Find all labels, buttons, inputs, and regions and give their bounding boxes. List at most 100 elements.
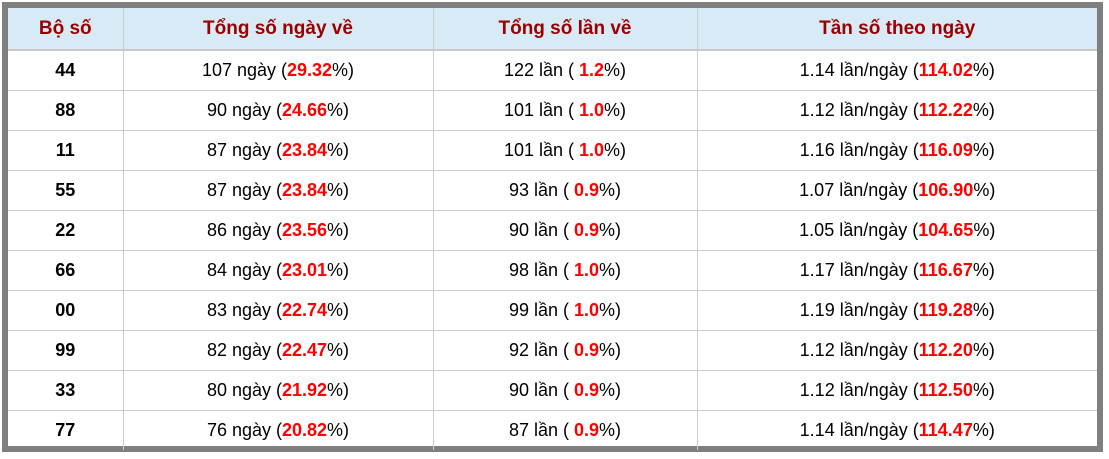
times-cell: 87 lần ( 0.9%) bbox=[433, 410, 698, 450]
freq-percent: 114.47 bbox=[918, 420, 973, 440]
freq-cell: 1.16 lần/ngày (116.09%) bbox=[697, 130, 1097, 171]
days-cell: 87 ngày (23.84%) bbox=[123, 170, 434, 211]
days-text: 80 ngày ( bbox=[206, 380, 282, 400]
freq-cell: 1.12 lần/ngày (112.20%) bbox=[697, 330, 1097, 371]
times-suffix: %) bbox=[604, 100, 627, 120]
days-text: 86 ngày ( bbox=[206, 220, 282, 240]
times-cell: 99 lần ( 1.0%) bbox=[433, 290, 698, 331]
table-row: 88 90 ngày (24.66%) 101 lần ( 1.0%) 1.12… bbox=[8, 90, 1097, 131]
table-row: 66 84 ngày (23.01%) 98 lần ( 1.0%) 1.17 … bbox=[8, 250, 1097, 291]
times-suffix: %) bbox=[599, 420, 622, 440]
times-cell: 98 lần ( 1.0%) bbox=[433, 250, 698, 291]
freq-text: 1.12 lần/ngày ( bbox=[799, 380, 919, 400]
days-text: 76 ngày ( bbox=[206, 420, 282, 440]
days-percent: 23.84 bbox=[282, 180, 328, 200]
times-cell: 92 lần ( 0.9%) bbox=[433, 330, 698, 371]
pair-value: 99 bbox=[55, 340, 76, 360]
freq-text: 1.12 lần/ngày ( bbox=[799, 340, 919, 360]
freq-cell: 1.12 lần/ngày (112.22%) bbox=[697, 90, 1097, 131]
freq-cell: 1.05 lần/ngày (104.65%) bbox=[697, 210, 1097, 251]
days-suffix: %) bbox=[327, 340, 350, 360]
table-row: 33 80 ngày (21.92%) 90 lần ( 0.9%) 1.12 … bbox=[8, 370, 1097, 411]
freq-suffix: %) bbox=[972, 260, 995, 280]
freq-cell: 1.19 lần/ngày (119.28%) bbox=[697, 290, 1097, 331]
pair-value: 88 bbox=[55, 100, 76, 120]
freq-percent: 112.20 bbox=[918, 340, 973, 360]
header-pair: Bộ số bbox=[8, 8, 124, 51]
days-text: 83 ngày ( bbox=[206, 300, 282, 320]
freq-cell: 1.14 lần/ngày (114.47%) bbox=[697, 411, 1097, 451]
days-cell: 80 ngày (21.92%) bbox=[123, 370, 434, 411]
pair-cell: 66 bbox=[8, 250, 124, 291]
times-suffix: %) bbox=[599, 300, 622, 320]
times-cell: 122 lần ( 1.2%) bbox=[433, 50, 698, 91]
table-body: 44 107 ngày (29.32%) 122 lần ( 1.2%) 1.1… bbox=[8, 50, 1097, 450]
freq-text: 1.12 lần/ngày ( bbox=[799, 100, 919, 120]
header-total-days: Tổng số ngày về bbox=[123, 8, 434, 51]
times-text: 101 lần ( bbox=[503, 140, 580, 160]
times-cell: 93 lần ( 0.9%) bbox=[433, 170, 698, 211]
freq-suffix: %) bbox=[972, 340, 995, 360]
freq-text: 1.17 lần/ngày ( bbox=[799, 260, 919, 280]
freq-text: 1.07 lần/ngày ( bbox=[799, 180, 919, 200]
stats-table-frame: Bộ số Tổng số ngày về Tổng số lần về Tần… bbox=[2, 2, 1103, 452]
days-suffix: %) bbox=[327, 220, 350, 240]
table-row: 11 87 ngày (23.84%) 101 lần ( 1.0%) 1.16… bbox=[8, 130, 1097, 171]
days-cell: 90 ngày (24.66%) bbox=[123, 90, 434, 131]
table-row: 55 87 ngày (23.84%) 93 lần ( 0.9%) 1.07 … bbox=[8, 170, 1097, 211]
times-text: 101 lần ( bbox=[503, 100, 580, 120]
times-cell: 101 lần ( 1.0%) bbox=[433, 90, 698, 131]
header-total-times: Tổng số lần về bbox=[433, 8, 698, 51]
header-frequency: Tần số theo ngày bbox=[697, 8, 1097, 51]
pair-value: 22 bbox=[55, 220, 76, 240]
lottery-pair-stats-table: Bộ số Tổng số ngày về Tổng số lần về Tần… bbox=[8, 8, 1097, 450]
times-percent: 1.0 bbox=[574, 300, 600, 320]
days-suffix: %) bbox=[327, 100, 350, 120]
freq-suffix: %) bbox=[973, 180, 996, 200]
times-percent: 0.9 bbox=[574, 180, 600, 200]
pair-value: 77 bbox=[55, 420, 76, 440]
days-text: 87 ngày ( bbox=[206, 180, 282, 200]
days-suffix: %) bbox=[327, 300, 350, 320]
days-cell: 87 ngày (23.84%) bbox=[123, 130, 434, 171]
times-text: 90 lần ( bbox=[508, 220, 574, 240]
pair-cell: 00 bbox=[8, 290, 124, 331]
pair-cell: 44 bbox=[8, 50, 124, 91]
freq-cell: 1.17 lần/ngày (116.67%) bbox=[697, 250, 1097, 291]
times-suffix: %) bbox=[599, 380, 622, 400]
times-text: 99 lần ( bbox=[508, 300, 574, 320]
freq-cell: 1.14 lần/ngày (114.02%) bbox=[697, 50, 1097, 91]
pair-value: 55 bbox=[55, 180, 76, 200]
freq-percent: 112.22 bbox=[918, 100, 973, 120]
days-cell: 76 ngày (20.82%) bbox=[123, 410, 434, 450]
days-percent: 20.82 bbox=[282, 420, 328, 440]
times-percent: 0.9 bbox=[574, 220, 600, 240]
freq-cell: 1.12 lần/ngày (112.50%) bbox=[697, 370, 1097, 411]
table-row: 44 107 ngày (29.32%) 122 lần ( 1.2%) 1.1… bbox=[8, 50, 1097, 91]
times-percent: 1.0 bbox=[579, 140, 605, 160]
freq-text: 1.05 lần/ngày ( bbox=[799, 220, 919, 240]
days-percent: 23.84 bbox=[282, 140, 328, 160]
pair-value: 00 bbox=[55, 300, 76, 320]
times-percent: 1.0 bbox=[574, 260, 600, 280]
days-text: 82 ngày ( bbox=[206, 340, 282, 360]
pair-value: 11 bbox=[55, 140, 75, 160]
freq-percent: 116.09 bbox=[918, 140, 973, 160]
days-cell: 84 ngày (23.01%) bbox=[123, 250, 434, 291]
days-percent: 21.92 bbox=[282, 380, 328, 400]
days-percent: 24.66 bbox=[282, 100, 328, 120]
freq-suffix: %) bbox=[972, 380, 995, 400]
times-cell: 90 lần ( 0.9%) bbox=[433, 370, 698, 411]
times-percent: 1.0 bbox=[579, 100, 605, 120]
pair-cell: 55 bbox=[8, 170, 124, 211]
freq-suffix: %) bbox=[973, 220, 996, 240]
times-percent: 0.9 bbox=[574, 420, 600, 440]
freq-suffix: %) bbox=[972, 420, 995, 440]
freq-text: 1.16 lần/ngày ( bbox=[799, 140, 919, 160]
pair-cell: 88 bbox=[8, 90, 124, 131]
freq-text: 1.19 lần/ngày ( bbox=[799, 300, 919, 320]
freq-percent: 104.65 bbox=[918, 220, 974, 240]
days-percent: 22.47 bbox=[282, 340, 328, 360]
freq-suffix: %) bbox=[972, 140, 995, 160]
